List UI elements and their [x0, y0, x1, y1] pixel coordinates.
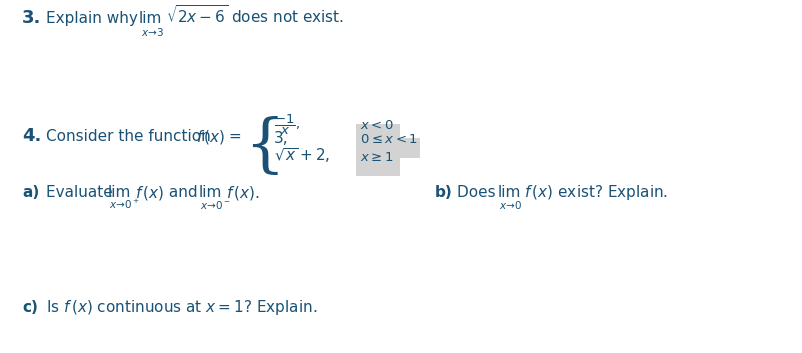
- FancyBboxPatch shape: [356, 156, 400, 175]
- Text: $x\!\rightarrow\!0$: $x\!\rightarrow\!0$: [499, 199, 523, 211]
- Text: $\sqrt{2x-6}$ does not exist.: $\sqrt{2x-6}$ does not exist.: [166, 4, 344, 26]
- Text: Does: Does: [457, 185, 500, 200]
- Text: $\dfrac{-1}{x},$: $\dfrac{-1}{x},$: [274, 113, 300, 137]
- Text: Is $f\,(x)$ continuous at $x = 1$? Explain.: Is $f\,(x)$ continuous at $x = 1$? Expla…: [46, 298, 318, 317]
- Text: a): a): [22, 185, 39, 200]
- Text: {: {: [244, 116, 285, 178]
- Text: Consider the function: Consider the function: [46, 129, 216, 144]
- Text: Evaluate: Evaluate: [46, 185, 118, 200]
- Text: $f\,(x)$ exist? Explain.: $f\,(x)$ exist? Explain.: [524, 183, 668, 202]
- FancyBboxPatch shape: [356, 138, 420, 158]
- Text: b): b): [435, 185, 453, 200]
- Text: 3,: 3,: [274, 131, 289, 146]
- Text: $x \geq 1$: $x \geq 1$: [360, 151, 394, 164]
- FancyBboxPatch shape: [356, 124, 400, 144]
- Text: 3.: 3.: [22, 9, 42, 27]
- Text: and: and: [164, 185, 202, 200]
- Text: lim: lim: [498, 185, 521, 200]
- Text: $f\,(x)$: $f\,(x)$: [135, 184, 164, 202]
- Text: =: =: [228, 129, 241, 144]
- Text: c): c): [22, 300, 38, 315]
- Text: lim: lim: [199, 185, 222, 200]
- Text: $\sqrt{x}+2,$: $\sqrt{x}+2,$: [274, 146, 330, 165]
- Text: $x\!\rightarrow\!0^-$: $x\!\rightarrow\!0^-$: [200, 199, 231, 211]
- Text: 4.: 4.: [22, 127, 42, 145]
- Text: $x\!\rightarrow\!0^+$: $x\!\rightarrow\!0^+$: [109, 198, 140, 211]
- Text: $0 \leq x < 1$: $0 \leq x < 1$: [360, 133, 418, 146]
- Text: $x < 0$: $x < 0$: [360, 119, 394, 132]
- Text: lim: lim: [108, 185, 132, 200]
- Text: $f\,(x).$: $f\,(x).$: [226, 184, 260, 202]
- Text: $x\!\rightarrow\!3$: $x\!\rightarrow\!3$: [141, 26, 164, 38]
- Text: lim: lim: [139, 11, 162, 26]
- Text: $f\,(x)$: $f\,(x)$: [196, 128, 225, 146]
- Text: Explain why: Explain why: [46, 11, 143, 26]
